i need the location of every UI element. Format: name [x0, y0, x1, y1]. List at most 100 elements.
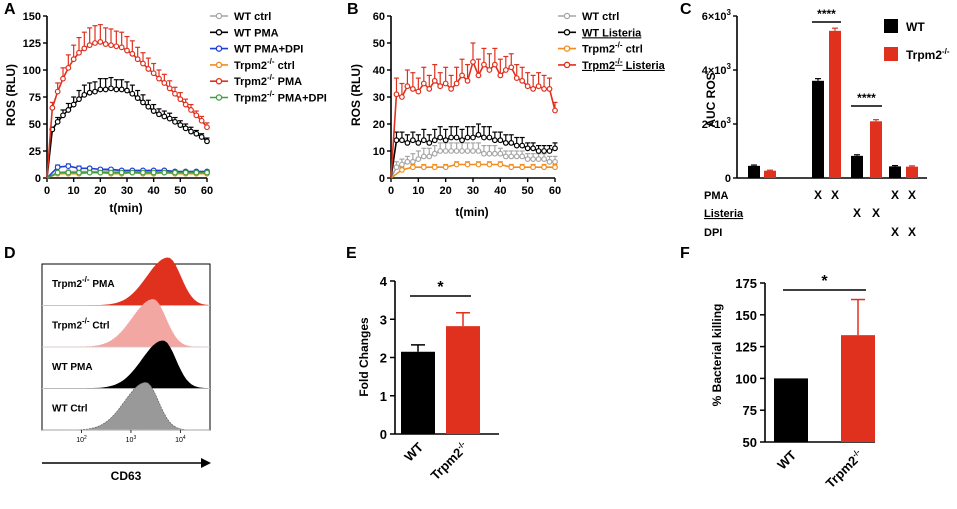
data-point [552, 107, 558, 114]
data-point [486, 150, 493, 157]
data-point [497, 137, 504, 144]
y-tick-label: 75 [29, 92, 41, 104]
panel-label-a: A [4, 1, 16, 18]
data-point [502, 153, 509, 160]
data-point [97, 169, 104, 176]
data-point [546, 158, 553, 165]
data-point [124, 87, 130, 94]
data-point [475, 131, 482, 138]
x-tick-label: 50 [174, 185, 186, 197]
data-point [409, 164, 416, 171]
data-point [129, 169, 136, 176]
condition-mark: X [853, 206, 861, 220]
data-point [486, 67, 493, 73]
data-point [188, 107, 194, 113]
data-point [491, 137, 498, 144]
data-point [409, 158, 416, 165]
data-point [513, 75, 520, 81]
data-point [502, 67, 509, 73]
data-point [118, 44, 125, 51]
data-point [166, 115, 173, 122]
data-point [552, 158, 558, 165]
condition-row-label: DPI [704, 227, 722, 239]
data-point [420, 80, 427, 87]
x-tick-label: 30 [467, 185, 479, 197]
track-label: WT PMA [52, 362, 93, 373]
panel-label-d: D [4, 245, 16, 262]
panel-a-ylabel: ROS (RLU) [4, 64, 18, 126]
data-point [108, 85, 114, 92]
panel-d-xlabel: CD63 [111, 469, 142, 483]
x-tick-label: 40 [148, 185, 160, 197]
data-point [508, 153, 515, 160]
data-point [108, 169, 114, 176]
data-point [464, 77, 471, 84]
legend-label: Trpm2-/- Listeria [582, 57, 666, 72]
data-point [541, 164, 547, 171]
data-point [150, 70, 157, 77]
x-tick-label: 10 [68, 185, 80, 197]
data-point [193, 112, 200, 119]
y-tick-label: 25 [29, 146, 41, 158]
x-tick-label: 0 [44, 185, 50, 197]
data-point [508, 64, 515, 71]
data-point [552, 145, 558, 152]
data-point [54, 88, 61, 95]
data-point [426, 139, 433, 146]
y-tick-label: 6×103 [702, 8, 732, 23]
y-tick-label: 50 [29, 119, 41, 131]
data-point [508, 139, 515, 146]
y-tick-label: 0 [380, 427, 387, 442]
data-point [442, 80, 449, 87]
data-point [415, 88, 422, 95]
y-tick-label: 0 [35, 173, 41, 185]
bar-PMA+DPI-Trpm2-/- [906, 166, 918, 178]
y-tick-label: 4×103 [702, 62, 732, 77]
panel-a-line-chart: 0 25 50 75 100 125 150 0 10 20 30 40 50 60 WT ctrl WT P… [23, 11, 327, 197]
data-point [546, 85, 553, 92]
data-point [415, 156, 422, 163]
data-point [491, 61, 498, 68]
data-point [459, 137, 465, 144]
data-point [86, 89, 93, 96]
data-point [54, 169, 61, 176]
data-point [415, 139, 422, 146]
data-point [541, 148, 547, 154]
data-point [204, 124, 210, 131]
data-point [86, 169, 93, 176]
x-tick-label: 20 [94, 185, 106, 197]
series-1 [46, 76, 210, 179]
data-point [145, 66, 152, 72]
data-point [204, 138, 210, 145]
x-tick-label: 60 [201, 185, 213, 197]
y-tick-label: 125 [735, 340, 757, 355]
data-point [448, 134, 455, 141]
series-1 [390, 123, 558, 179]
data-point [420, 137, 427, 144]
legend-swatch-marker [563, 12, 571, 20]
data-point [508, 164, 515, 171]
y-tick-label: 100 [23, 65, 41, 77]
data-point [92, 40, 98, 46]
data-point [453, 148, 460, 154]
data-point [150, 169, 157, 176]
x-tick-label: 60 [549, 185, 561, 197]
data-point [399, 166, 405, 173]
legend-swatch-marker [563, 61, 571, 69]
condition-mark: X [908, 188, 916, 202]
data-point [541, 156, 547, 163]
bar-ctrl-WT [748, 165, 760, 178]
y-tick-label: 100 [735, 371, 757, 386]
series-2 [390, 161, 558, 179]
bar-PMA+DPI-WT [889, 166, 901, 178]
panel-e-bar-chart: 0 1 2 3 4 WT Trpm2-/- * [380, 274, 499, 483]
panel-label-b: B [347, 1, 359, 18]
data-point [108, 42, 114, 49]
data-point [198, 134, 205, 140]
data-point [497, 161, 504, 168]
data-point [182, 169, 189, 176]
data-point [475, 72, 482, 79]
data-point [92, 88, 98, 95]
data-point [65, 163, 72, 170]
